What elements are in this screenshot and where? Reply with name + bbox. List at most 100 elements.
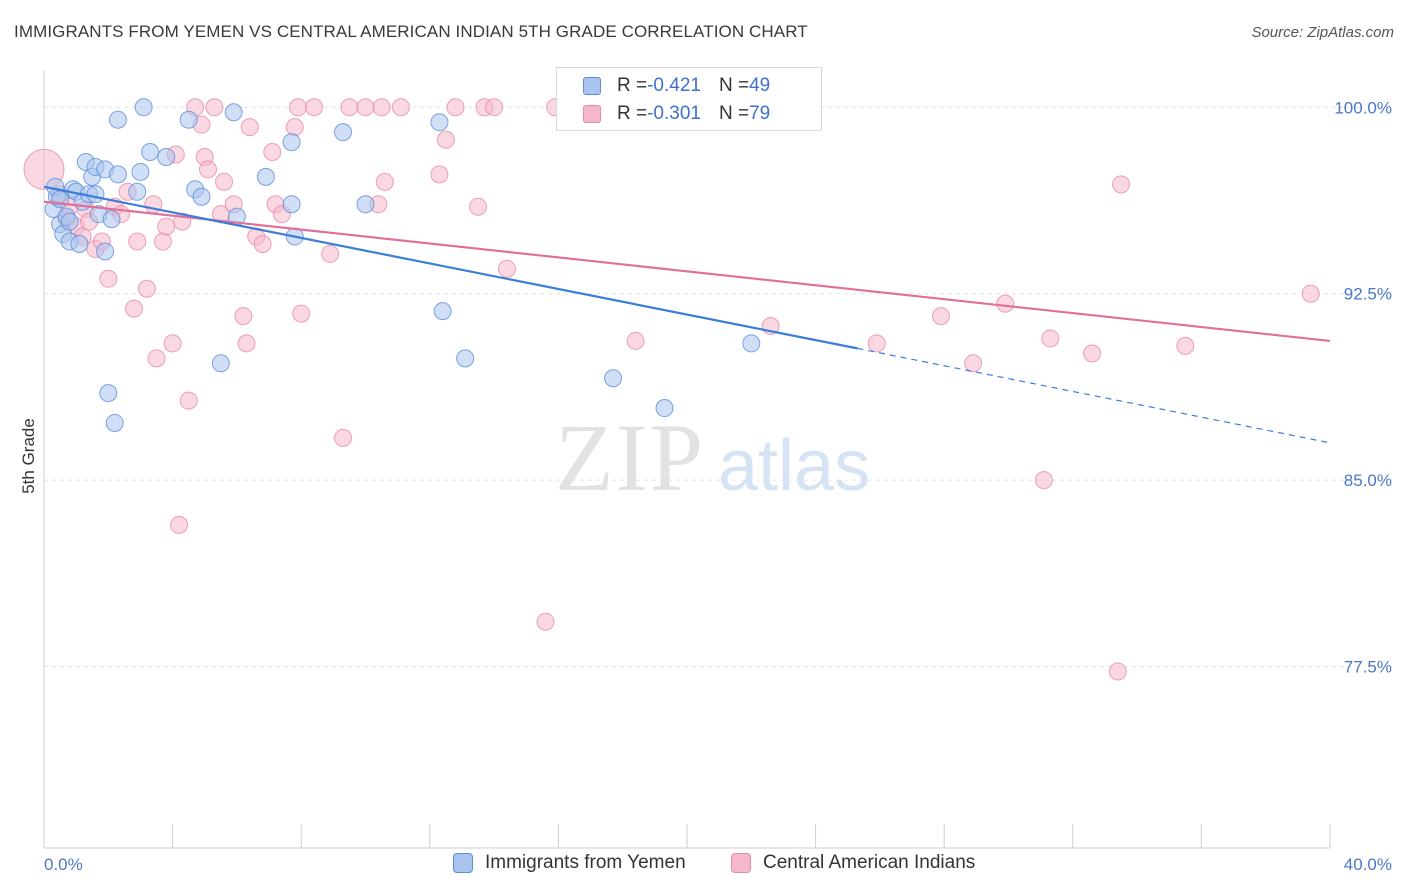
point-yemen xyxy=(224,103,243,122)
point-central-american xyxy=(321,244,340,263)
point-yemen xyxy=(157,147,176,166)
point-central-american xyxy=(436,130,455,149)
point-yemen xyxy=(282,133,301,152)
grid-layer xyxy=(44,106,1360,668)
legend-n-label: N = xyxy=(718,103,750,124)
point-yemen xyxy=(356,195,375,214)
point-central-american xyxy=(356,98,375,117)
point-yemen xyxy=(60,212,79,231)
point-central-american xyxy=(99,269,118,288)
source-label: Source: ZipAtlas.com xyxy=(1251,24,1394,41)
point-central-american xyxy=(215,172,234,191)
point-yemen xyxy=(141,143,160,162)
point-central-american xyxy=(536,612,555,631)
point-central-american xyxy=(288,98,307,117)
y-tick-label: 85.0% xyxy=(1344,471,1392,490)
point-central-american xyxy=(469,197,488,216)
watermark-atlas: atlas xyxy=(718,426,870,506)
point-yemen xyxy=(456,349,475,368)
point-yemen xyxy=(131,162,150,181)
point-central-american xyxy=(253,234,272,253)
trendline-central-american xyxy=(43,200,1331,343)
point-central-american xyxy=(237,334,256,353)
y-tick-label: 100.0% xyxy=(1334,98,1392,117)
point-yemen xyxy=(108,110,127,129)
series-label-yemen: Immigrants from Yemen xyxy=(485,852,686,873)
point-central-american xyxy=(292,304,311,323)
y-tick-label: 92.5% xyxy=(1344,285,1392,304)
point-yemen xyxy=(211,354,230,373)
legend-row-central-american: R = -0.301 N = 79 xyxy=(583,102,770,126)
point-central-american xyxy=(305,98,324,117)
trendline-yemen xyxy=(43,185,858,350)
point-central-american xyxy=(1083,344,1102,363)
x-tick-label: 0.0% xyxy=(44,855,83,874)
point-yemen xyxy=(134,98,153,117)
legend-n-label: N = xyxy=(718,75,750,96)
point-central-american xyxy=(867,334,886,353)
point-yemen xyxy=(128,182,147,201)
point-central-american xyxy=(1112,175,1131,194)
series-legend: Immigrants from Yemen Central American I… xyxy=(0,852,1406,878)
legend-r-value: -0.301 xyxy=(647,103,701,124)
point-central-american xyxy=(1041,329,1060,348)
point-yemen xyxy=(433,302,452,321)
point-central-american xyxy=(147,349,166,368)
point-central-american xyxy=(340,98,359,117)
point-yemen xyxy=(99,384,118,403)
point-yemen xyxy=(655,399,674,418)
point-yemen xyxy=(70,234,89,253)
point-central-american xyxy=(125,299,144,318)
series-swatch-central-american xyxy=(731,853,751,873)
point-central-american xyxy=(170,515,189,534)
y-axis-label: 5th Grade xyxy=(19,418,38,494)
point-central-american xyxy=(205,98,224,117)
legend-n-value: 79 xyxy=(749,103,771,124)
point-central-american xyxy=(446,98,465,117)
trend-layer xyxy=(43,185,1331,444)
axes-layer xyxy=(43,70,1331,849)
point-yemen xyxy=(86,185,105,204)
point-central-american xyxy=(179,391,198,410)
point-yemen xyxy=(333,123,352,142)
point-yemen xyxy=(604,369,623,388)
point-yemen xyxy=(105,413,124,432)
point-yemen xyxy=(430,113,449,132)
point-central-american xyxy=(996,294,1015,313)
point-central-american xyxy=(263,143,282,162)
point-central-american xyxy=(234,307,253,326)
y-tick-label: 77.5% xyxy=(1344,658,1392,677)
point-central-american xyxy=(375,172,394,191)
point-yemen xyxy=(192,187,211,206)
legend-r-label: R = xyxy=(617,75,648,96)
point-central-american xyxy=(497,259,516,278)
point-central-american xyxy=(931,307,950,326)
series-swatch-yemen xyxy=(453,853,473,873)
point-central-american xyxy=(1301,284,1320,303)
point-central-american xyxy=(153,232,172,251)
point-central-american xyxy=(157,217,176,236)
point-yemen xyxy=(179,110,198,129)
series-legend-yemen[interactable]: Immigrants from Yemen xyxy=(453,852,686,874)
points-layer xyxy=(23,98,1320,681)
point-central-american xyxy=(1034,471,1053,490)
chart-title: IMMIGRANTS FROM YEMEN VS CENTRAL AMERICA… xyxy=(14,22,808,41)
point-central-american xyxy=(163,334,182,353)
point-central-american xyxy=(1108,662,1127,681)
watermark: ZIP atlas xyxy=(555,404,870,511)
point-central-american xyxy=(430,165,449,184)
point-central-american xyxy=(285,118,304,137)
point-central-american xyxy=(391,98,410,117)
legend-n-value: 49 xyxy=(749,75,771,96)
x-tick-label: 40.0% xyxy=(1344,855,1392,874)
series-label-central-american: Central American Indians xyxy=(763,852,976,873)
point-yemen xyxy=(108,165,127,184)
point-central-american xyxy=(372,98,391,117)
series-legend-central-american[interactable]: Central American Indians xyxy=(731,852,975,874)
trendline-yemen-extension xyxy=(857,347,1331,444)
point-central-american xyxy=(1176,336,1195,355)
point-central-american xyxy=(198,160,217,179)
point-yemen xyxy=(282,195,301,214)
point-central-american xyxy=(240,118,259,137)
